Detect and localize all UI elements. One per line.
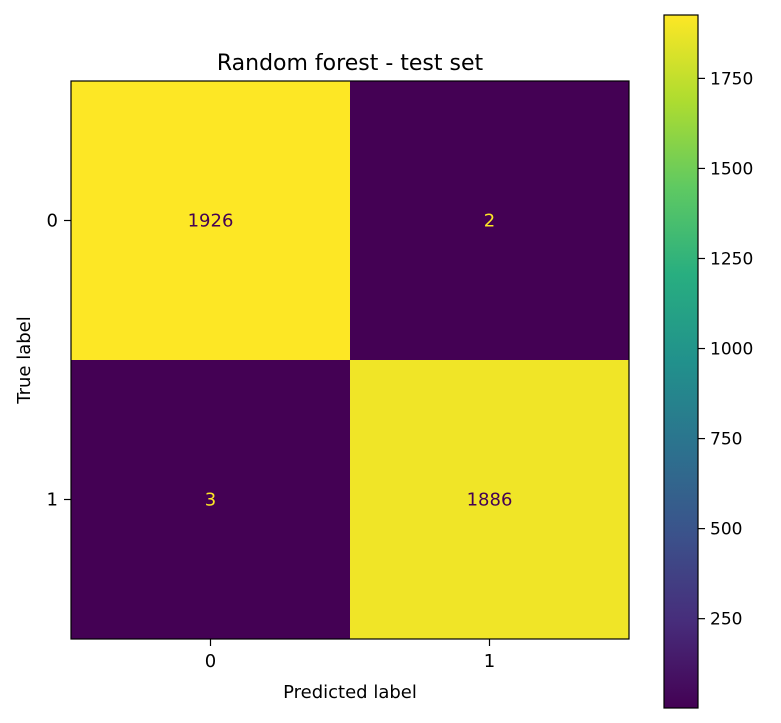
cell-value-label: 2 [484, 211, 495, 232]
colorbar-tick-label: 1250 [710, 249, 753, 269]
cell-value-label: 1886 [467, 490, 513, 511]
cell-value-label: 1926 [188, 211, 234, 232]
y-axis-ticks: 01 [47, 211, 71, 511]
plot-frame [70, 80, 630, 640]
x-tick-label: 0 [205, 651, 216, 672]
heatmap-cell [350, 360, 629, 639]
heatmap-cell [71, 360, 350, 639]
heatmap-cell [71, 81, 350, 360]
heatmap-cells: 1926 2 3 1886 [71, 81, 629, 639]
colorbar-tick-label: 1750 [710, 69, 753, 89]
colorbar-tick-label: 500 [710, 520, 742, 540]
y-tick-label: 0 [47, 211, 58, 232]
y-axis-label: True label [14, 316, 35, 405]
chart-title: Random forest - test set [217, 51, 484, 76]
x-axis-label: Predicted label [283, 682, 417, 703]
colorbar [663, 14, 699, 709]
heatmap-cell [350, 81, 629, 360]
y-tick-label: 1 [47, 490, 58, 511]
colorbar-tick-label: 250 [710, 610, 742, 630]
colorbar-tick-label: 750 [710, 430, 742, 450]
x-tick-label: 1 [484, 651, 495, 672]
colorbar-ticks: 250 500 750 1000 1250 1500 1750 [698, 69, 753, 630]
colorbar-tick-label: 1500 [710, 159, 753, 179]
cell-value-label: 3 [205, 490, 216, 511]
colorbar-tick-label: 1000 [710, 340, 753, 360]
